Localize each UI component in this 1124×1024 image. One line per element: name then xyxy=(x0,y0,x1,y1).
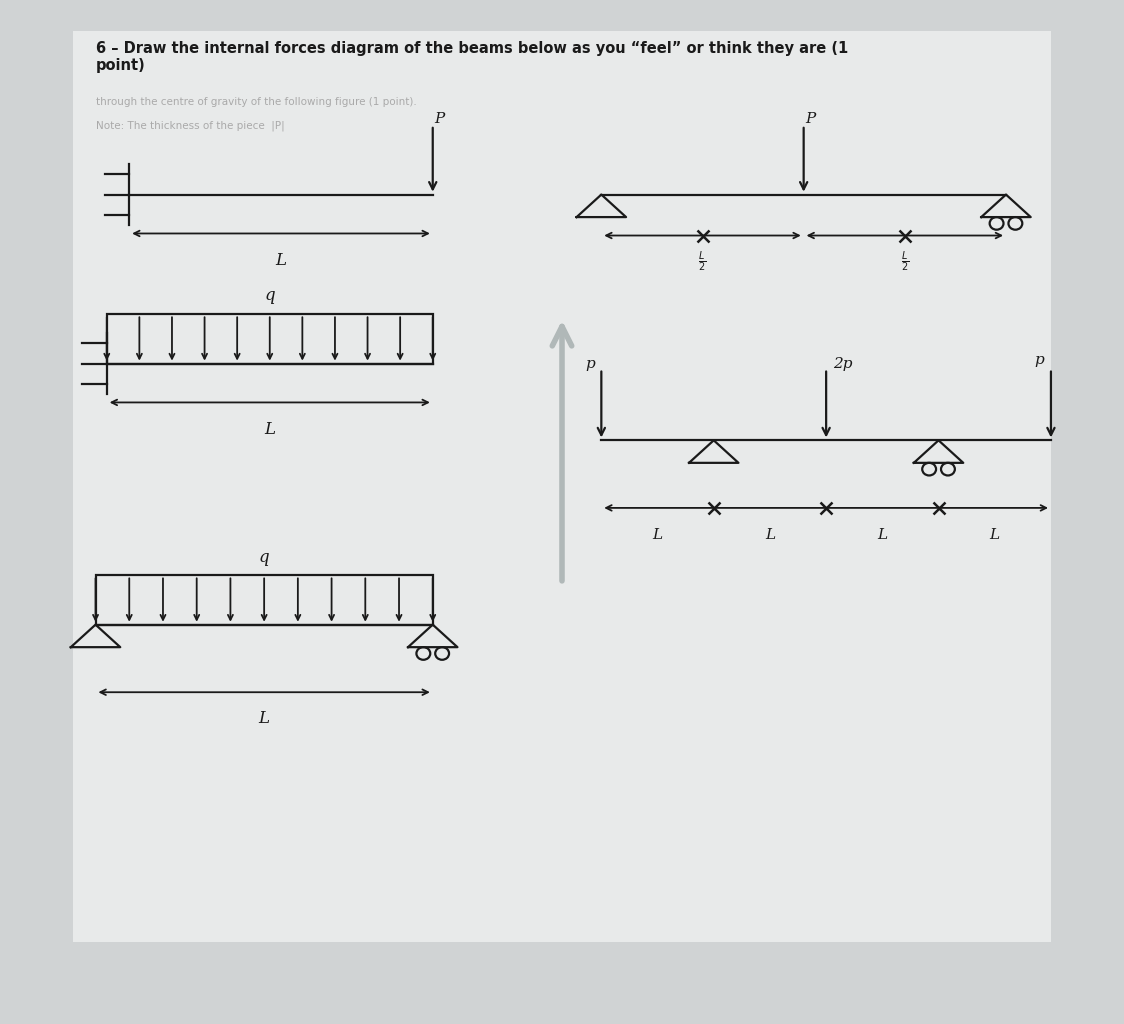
FancyBboxPatch shape xyxy=(73,31,1051,942)
Text: L: L xyxy=(989,527,1000,542)
Text: L: L xyxy=(652,527,663,542)
Text: L: L xyxy=(264,421,275,437)
Text: p: p xyxy=(1034,353,1044,368)
Text: 6 – Draw the internal forces diagram of the beams below as you “feel” or think t: 6 – Draw the internal forces diagram of … xyxy=(96,41,847,74)
Text: P: P xyxy=(434,112,445,126)
Text: L: L xyxy=(764,527,776,542)
Text: q: q xyxy=(264,288,275,304)
Text: $\frac{L}{2}$: $\frac{L}{2}$ xyxy=(698,250,707,274)
Text: P: P xyxy=(805,112,816,126)
Text: L: L xyxy=(275,252,287,268)
Text: L: L xyxy=(877,527,888,542)
Text: through the centre of gravity of the following figure (1 point).: through the centre of gravity of the fol… xyxy=(96,97,416,108)
Text: p: p xyxy=(584,356,595,371)
Text: $\frac{L}{2}$: $\frac{L}{2}$ xyxy=(900,250,909,274)
Text: Note: The thickness of the piece  |P|: Note: The thickness of the piece |P| xyxy=(96,121,284,131)
Text: q: q xyxy=(259,549,270,565)
Text: L: L xyxy=(259,711,270,727)
Bar xyxy=(96,575,433,625)
Bar xyxy=(107,314,433,364)
Text: 2p: 2p xyxy=(833,356,852,371)
